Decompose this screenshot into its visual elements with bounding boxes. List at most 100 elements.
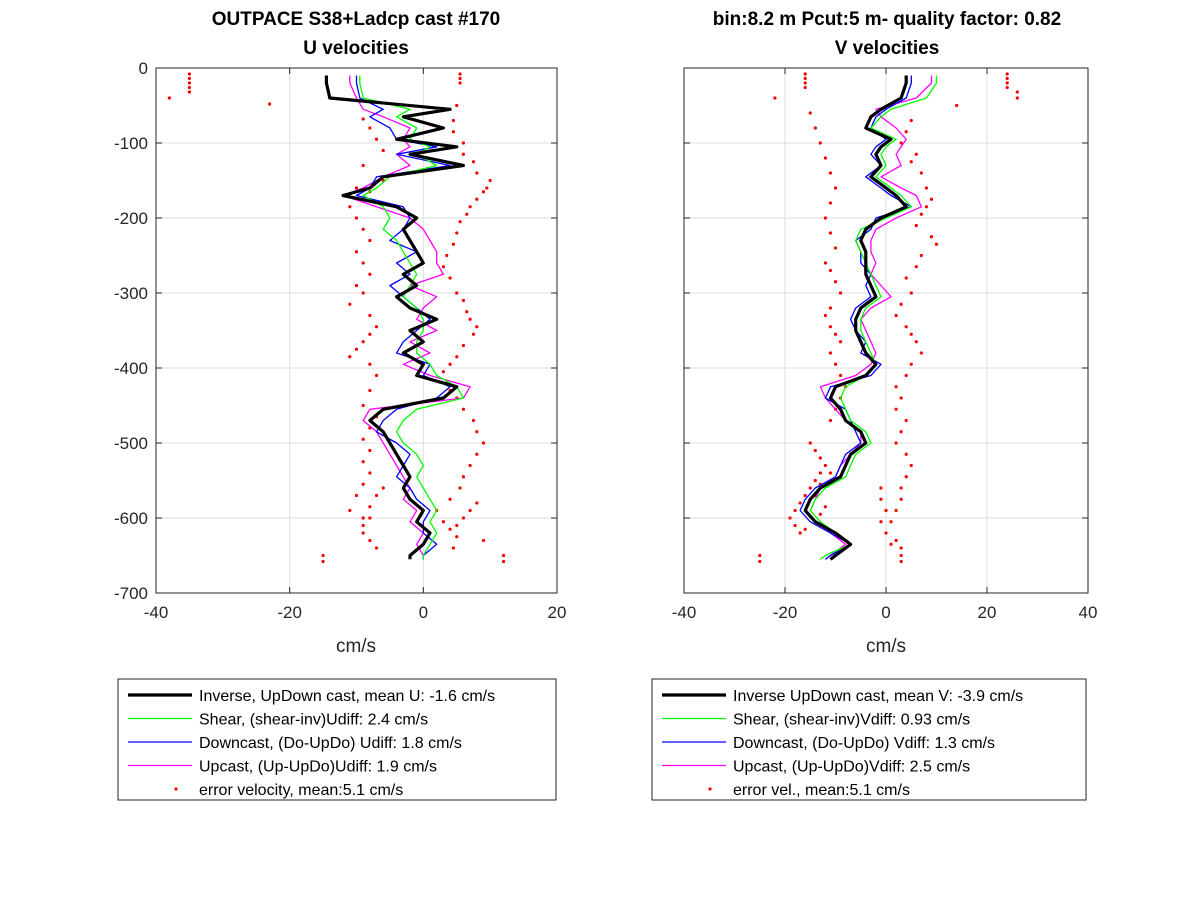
v-error-point [808, 441, 812, 445]
v-error-point [1005, 81, 1009, 85]
u-error-point [354, 250, 359, 254]
u-error-point [458, 220, 462, 224]
v-error-point [823, 313, 828, 318]
u-error-point [455, 535, 459, 539]
u-legend-label-inverse: Inverse, UpDown cast, mean U: -1.6 cm/s [199, 688, 495, 705]
u-error-point [368, 126, 372, 130]
u-error-point [455, 523, 459, 528]
u-legend-label-upcast: Upcast, (Up-UpDo)Udiff: 1.9 cm/s [199, 759, 437, 776]
u-error-point [361, 460, 365, 464]
u-error-point [455, 355, 459, 359]
u-y-tick-label: -400 [114, 359, 148, 378]
right-chart-title-line1: bin:8.2 m Pcut:5 m- quality factor: 0.82 [713, 9, 1061, 30]
v-error-point [838, 340, 843, 344]
u-x-axis-label: cm/s [336, 636, 376, 657]
v-error-point [803, 81, 807, 85]
v-error-point [828, 171, 833, 175]
v-error-point [808, 111, 812, 115]
right-chart-title-line2: V velocities [835, 38, 940, 59]
v-error-point [879, 486, 883, 490]
u-error-point [321, 553, 325, 558]
u-error-point [361, 117, 365, 121]
v-error-point [894, 407, 898, 411]
u-x-tick-label: 0 [419, 603, 428, 622]
u-error-point [465, 310, 469, 314]
u-error-point [321, 559, 325, 564]
u-error-point [167, 96, 171, 100]
v-error-point [899, 396, 903, 400]
u-error-point [361, 482, 365, 486]
u-error-point [451, 130, 456, 134]
v-error-point [823, 505, 828, 509]
v-error-point [823, 216, 828, 220]
v-error-point [919, 253, 923, 258]
v-error-point [914, 223, 918, 228]
u-error-point [348, 302, 352, 306]
v-error-point [803, 76, 807, 81]
u-error-point [475, 430, 479, 434]
u-error-velocity-points [167, 72, 506, 564]
v-error-point [813, 448, 817, 453]
u-error-point [445, 253, 449, 258]
v-error-point [914, 152, 918, 156]
u-error-point [374, 493, 379, 498]
v-error-point [934, 242, 939, 246]
u-y-tick-label: -600 [114, 509, 148, 528]
u-error-point [481, 441, 486, 445]
v-error-point [828, 325, 833, 329]
v-error-point [808, 486, 812, 490]
u-error-point [368, 538, 372, 543]
v-error-point [823, 261, 828, 265]
u-y-tick-label: -200 [114, 209, 148, 228]
u-error-point [458, 76, 462, 81]
u-error-point [455, 291, 459, 295]
u-y-tick-label: -500 [114, 434, 148, 453]
v-error-point [909, 463, 913, 468]
u-legend: Inverse, UpDown cast, mean U: -1.6 cm/s S… [117, 678, 557, 801]
u-error-point [458, 72, 462, 76]
v-error-point [899, 497, 903, 501]
u-error-point [468, 508, 472, 513]
v-error-point [894, 385, 898, 389]
u-y-tick-label: -300 [114, 284, 148, 303]
v-error-point [914, 265, 918, 269]
u-error-point [461, 475, 466, 479]
u-x-tick-label: 20 [548, 603, 567, 622]
u-error-point [374, 325, 379, 329]
u-error-point [481, 538, 486, 543]
v-legend-label-downcast: Downcast, (Do-UpDo) Vdiff: 1.3 cm/s [733, 735, 995, 752]
v-inverse-line [803, 75, 908, 561]
v-error-point [904, 452, 908, 456]
u-legend-box [117, 678, 557, 801]
u-error-point [475, 171, 479, 175]
u-legend-label-shear: Shear, (shear-inv)Udiff: 2.4 cm/s [199, 712, 428, 729]
v-error-point [818, 512, 822, 516]
v-error-point [803, 527, 807, 531]
u-error-point [461, 141, 466, 145]
v-error-point [838, 291, 843, 295]
u-y-tick-label: -100 [114, 134, 148, 153]
u-error-point [455, 103, 459, 108]
u-error-point [481, 190, 486, 194]
v-x-tick-label: 0 [881, 603, 890, 622]
v-error-point [955, 103, 959, 108]
u-plot-area [156, 68, 557, 593]
v-error-point [828, 268, 833, 273]
u-error-point [348, 508, 352, 513]
u-error-point [368, 238, 372, 243]
u-error-point [461, 343, 466, 348]
v-error-point [924, 186, 929, 190]
v-error-point [909, 118, 913, 123]
v-error-point [758, 559, 762, 564]
u-error-point [361, 291, 365, 295]
u-error-point [354, 186, 359, 190]
u-legend-label-downcast: Downcast, (Do-UpDo) Udiff: 1.8 cm/s [199, 735, 462, 752]
u-inverse-line [324, 75, 465, 560]
u-legend-label-error: error velocity, mean:5.1 cm/s [199, 782, 403, 799]
u-error-point [361, 261, 365, 265]
v-error-point [909, 332, 913, 336]
v-error-point [894, 508, 898, 513]
u-error-point [501, 553, 506, 558]
u-error-point [448, 276, 452, 280]
u-error-point [451, 546, 456, 550]
